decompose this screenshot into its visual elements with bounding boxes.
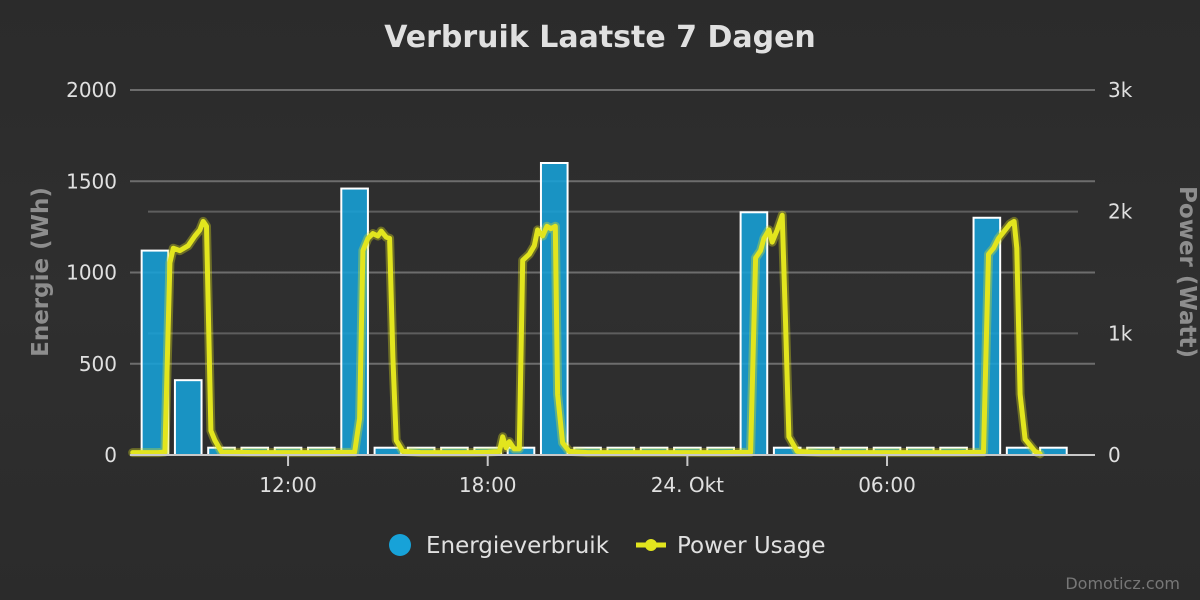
- left-tick-label: 2000: [66, 78, 117, 102]
- energy-bars: [140, 162, 1068, 457]
- power-usage-line-group: [128, 210, 1045, 459]
- x-tick-label: 24. Okt: [651, 473, 724, 497]
- grid-lines: [130, 89, 1095, 365]
- legend-item-power-usage[interactable]: Power Usage: [636, 533, 826, 559]
- legend: Energieverbruik Power Usage: [389, 533, 826, 559]
- energy-bar[interactable]: [173, 379, 203, 456]
- credits-link[interactable]: Domoticz.com: [1065, 574, 1180, 593]
- legend-item-energieverbruik[interactable]: Energieverbruik: [389, 533, 610, 559]
- legend-label-power-usage: Power Usage: [677, 533, 826, 559]
- left-tick-label: 500: [79, 352, 117, 376]
- left-tick-label: 0: [104, 443, 117, 467]
- axes: 0 500 1000 1500 2000 0 1k 2k 3k 12:00 18:00 24. Okt…: [66, 78, 1133, 497]
- x-tick-label: 18:00: [459, 473, 517, 497]
- right-tick-label: 3k: [1108, 78, 1133, 102]
- left-axis-title: Energie (Wh): [28, 187, 54, 357]
- right-tick-label: 2k: [1108, 200, 1133, 224]
- legend-label-energieverbruik: Energieverbruik: [426, 533, 610, 559]
- x-tick-label: 06:00: [858, 473, 916, 497]
- right-tick-label: 0: [1108, 443, 1121, 467]
- left-tick-label: 1500: [66, 169, 117, 193]
- x-tick-label: 12:00: [259, 473, 317, 497]
- legend-circle-icon: [389, 534, 411, 556]
- legend-dot-icon: [645, 539, 657, 551]
- power-usage-line-glow: [128, 210, 1045, 459]
- chart-title: Verbruik Laatste 7 Dagen: [384, 20, 816, 55]
- right-axis-title: Power (Watt): [1174, 186, 1200, 358]
- left-tick-label: 1000: [66, 261, 117, 285]
- power-usage-line[interactable]: [130, 212, 1043, 457]
- right-tick-label: 1k: [1108, 321, 1133, 345]
